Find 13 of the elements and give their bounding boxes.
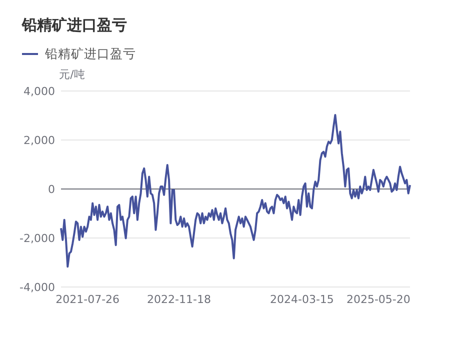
line-series	[60, 114, 411, 268]
y-tick-label: -4,000	[20, 281, 55, 294]
legend-label: 铅精矿进口盈亏	[44, 46, 136, 61]
chart-title: 铅精矿进口盈亏	[21, 16, 127, 34]
y-tick-label: 2,000	[24, 134, 55, 147]
x-tick-label: 2024-03-15	[270, 293, 334, 306]
x-tick-label: 2022-11-18	[147, 293, 211, 306]
y-tick-label: 0	[48, 183, 55, 196]
x-tick-label: 2021-07-26	[56, 293, 120, 306]
y-axis-title: 元/吨	[59, 68, 85, 81]
y-tick-label: -2,000	[20, 232, 55, 245]
x-tick-label: 2025-05-20	[346, 293, 410, 306]
y-tick-label: 4,000	[24, 85, 55, 98]
